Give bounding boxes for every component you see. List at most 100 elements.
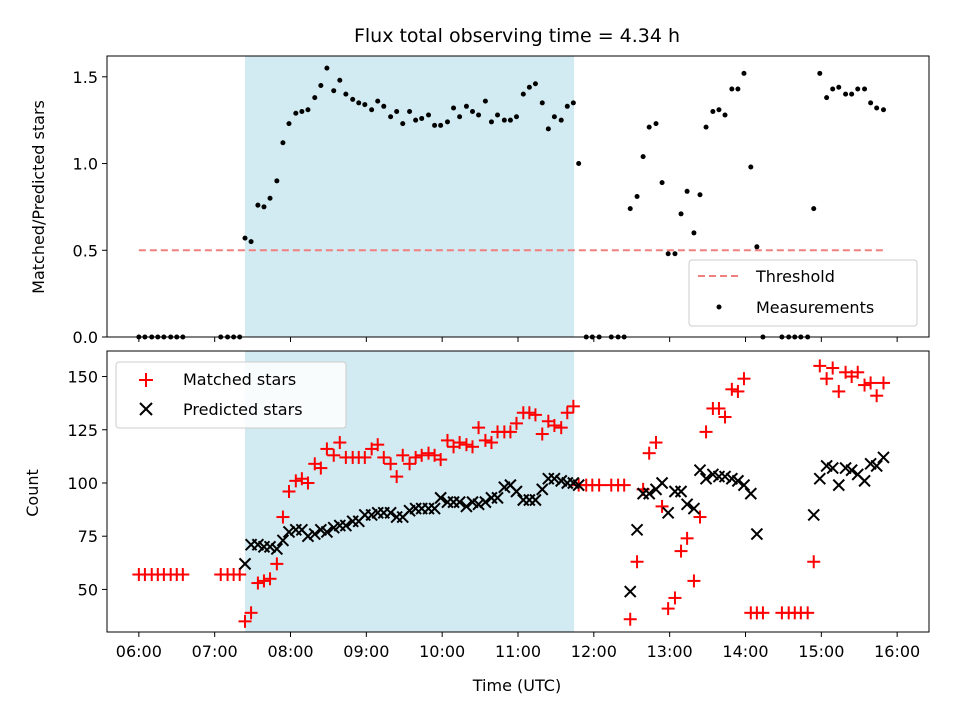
measurement-point	[356, 100, 362, 106]
bottom-y-tick-label: 125	[67, 421, 98, 440]
measurement-point	[526, 84, 532, 90]
measurement-point	[444, 119, 450, 125]
predicted-star-marker	[845, 464, 858, 477]
measurement-point	[862, 86, 868, 92]
predicted-marker-b	[308, 527, 321, 541]
measurement-point	[451, 105, 457, 111]
matched-star-marker	[176, 568, 190, 582]
matched-star-marker	[851, 365, 865, 379]
predicted-marker-b	[851, 468, 864, 481]
top-axes: 0.0 0.5 1.0 1.5	[73, 68, 898, 347]
predicted-star-marker	[858, 474, 871, 488]
matched-star-marker	[440, 433, 454, 447]
bottom-x-tick-label: 08:00	[267, 642, 313, 661]
measurement-point	[748, 164, 754, 170]
measurement-point	[849, 91, 855, 97]
matched-star-marker	[358, 450, 372, 464]
bottom-x-tick-label: 10:00	[419, 642, 465, 661]
measurement-point	[653, 121, 659, 127]
measurement-point	[488, 119, 494, 125]
measurement-point	[438, 122, 444, 128]
predicted-marker-b	[864, 457, 877, 471]
predicted-star-marker	[877, 451, 890, 464]
predicted-legend-swatch	[139, 402, 153, 416]
top-y-tick-label: 0.0	[73, 328, 98, 347]
bottom-series-group	[132, 359, 891, 628]
predicted-marker-b	[491, 491, 504, 505]
predicted-star-marker	[308, 527, 321, 541]
predicted-marker-b	[725, 472, 739, 485]
predicted-marker-b	[661, 506, 675, 519]
predicted-marker-b	[706, 468, 720, 481]
matched-star-marker	[877, 376, 891, 390]
top-legend-box	[688, 259, 918, 327]
predicted-star-marker	[718, 470, 732, 483]
top-series-group	[136, 65, 887, 340]
predicted-marker-b	[276, 534, 290, 547]
predicted-marker-b	[630, 523, 644, 537]
predicted-marker-b	[845, 464, 858, 477]
measurement-point	[375, 98, 381, 104]
matched-star-marker	[630, 555, 644, 569]
measurement-point	[836, 84, 842, 90]
matched-star-marker	[623, 612, 637, 626]
measurement-point	[855, 86, 861, 92]
matched-star-marker	[396, 448, 410, 462]
measurement-point	[248, 239, 254, 245]
measurement-point	[463, 103, 469, 109]
matched-star-marker	[251, 576, 265, 590]
predicted-star-marker	[655, 476, 669, 490]
predicted-marker-b	[314, 523, 328, 537]
matched-star-marker	[503, 425, 517, 439]
x-axis-label: Time (UTC)	[472, 676, 561, 695]
matched-star-marker	[592, 478, 606, 492]
measurement-point	[532, 81, 538, 87]
matched-star-marker	[674, 544, 688, 558]
measurement-point	[413, 117, 419, 123]
predicted-marker-b	[434, 491, 447, 505]
predicted-marker-b	[548, 472, 561, 485]
matched-star-marker	[509, 416, 523, 430]
predicted-marker-b	[820, 459, 833, 473]
matched-star-marker	[415, 448, 429, 462]
predicted-marker-b	[624, 585, 637, 598]
predicted-star-marker	[276, 534, 290, 547]
predicted-star-marker	[301, 529, 315, 543]
predicted-marker-b	[504, 478, 517, 492]
predicted-star-marker	[339, 519, 353, 532]
matched-star-marker	[333, 436, 347, 450]
predicted-star-marker	[263, 540, 277, 554]
predicted-star-marker	[238, 557, 252, 571]
bottom-y-tick-label: 75	[78, 527, 98, 546]
predicted-marker-b	[807, 508, 820, 522]
measurement-point	[362, 102, 368, 108]
measurement-point	[305, 107, 311, 113]
measurement-point	[482, 98, 488, 104]
top-legend: Threshold Measurements	[688, 259, 918, 327]
predicted-marker-b	[680, 498, 694, 511]
matched-star-marker	[459, 438, 473, 452]
predicted-marker-b	[877, 451, 890, 464]
measurement-point	[501, 117, 507, 123]
matched-star-marker	[535, 427, 549, 441]
bottom-x-tick-label: 14:00	[722, 642, 768, 661]
measurement-point	[350, 96, 356, 102]
matched-star-marker	[371, 438, 385, 452]
top-y-tick-label: 1.5	[73, 68, 98, 87]
predicted-marker-b	[642, 487, 656, 500]
measurement-point	[388, 114, 394, 120]
measurement-point	[697, 192, 703, 198]
predicted-marker-b	[384, 506, 397, 519]
predicted-marker-b	[282, 525, 296, 539]
predicted-star-marker	[642, 487, 656, 500]
measurement-point	[570, 100, 576, 106]
matched-star-marker	[528, 408, 542, 422]
matched-star-marker	[725, 382, 739, 396]
predicted-star-marker	[870, 459, 883, 473]
measurement-point	[678, 211, 684, 217]
measurement-point	[432, 122, 438, 128]
predicted-star-marker	[699, 472, 713, 485]
measurement-point	[457, 114, 463, 120]
bottom-x-tick-label: 07:00	[192, 642, 238, 661]
measurement-point	[274, 178, 280, 184]
